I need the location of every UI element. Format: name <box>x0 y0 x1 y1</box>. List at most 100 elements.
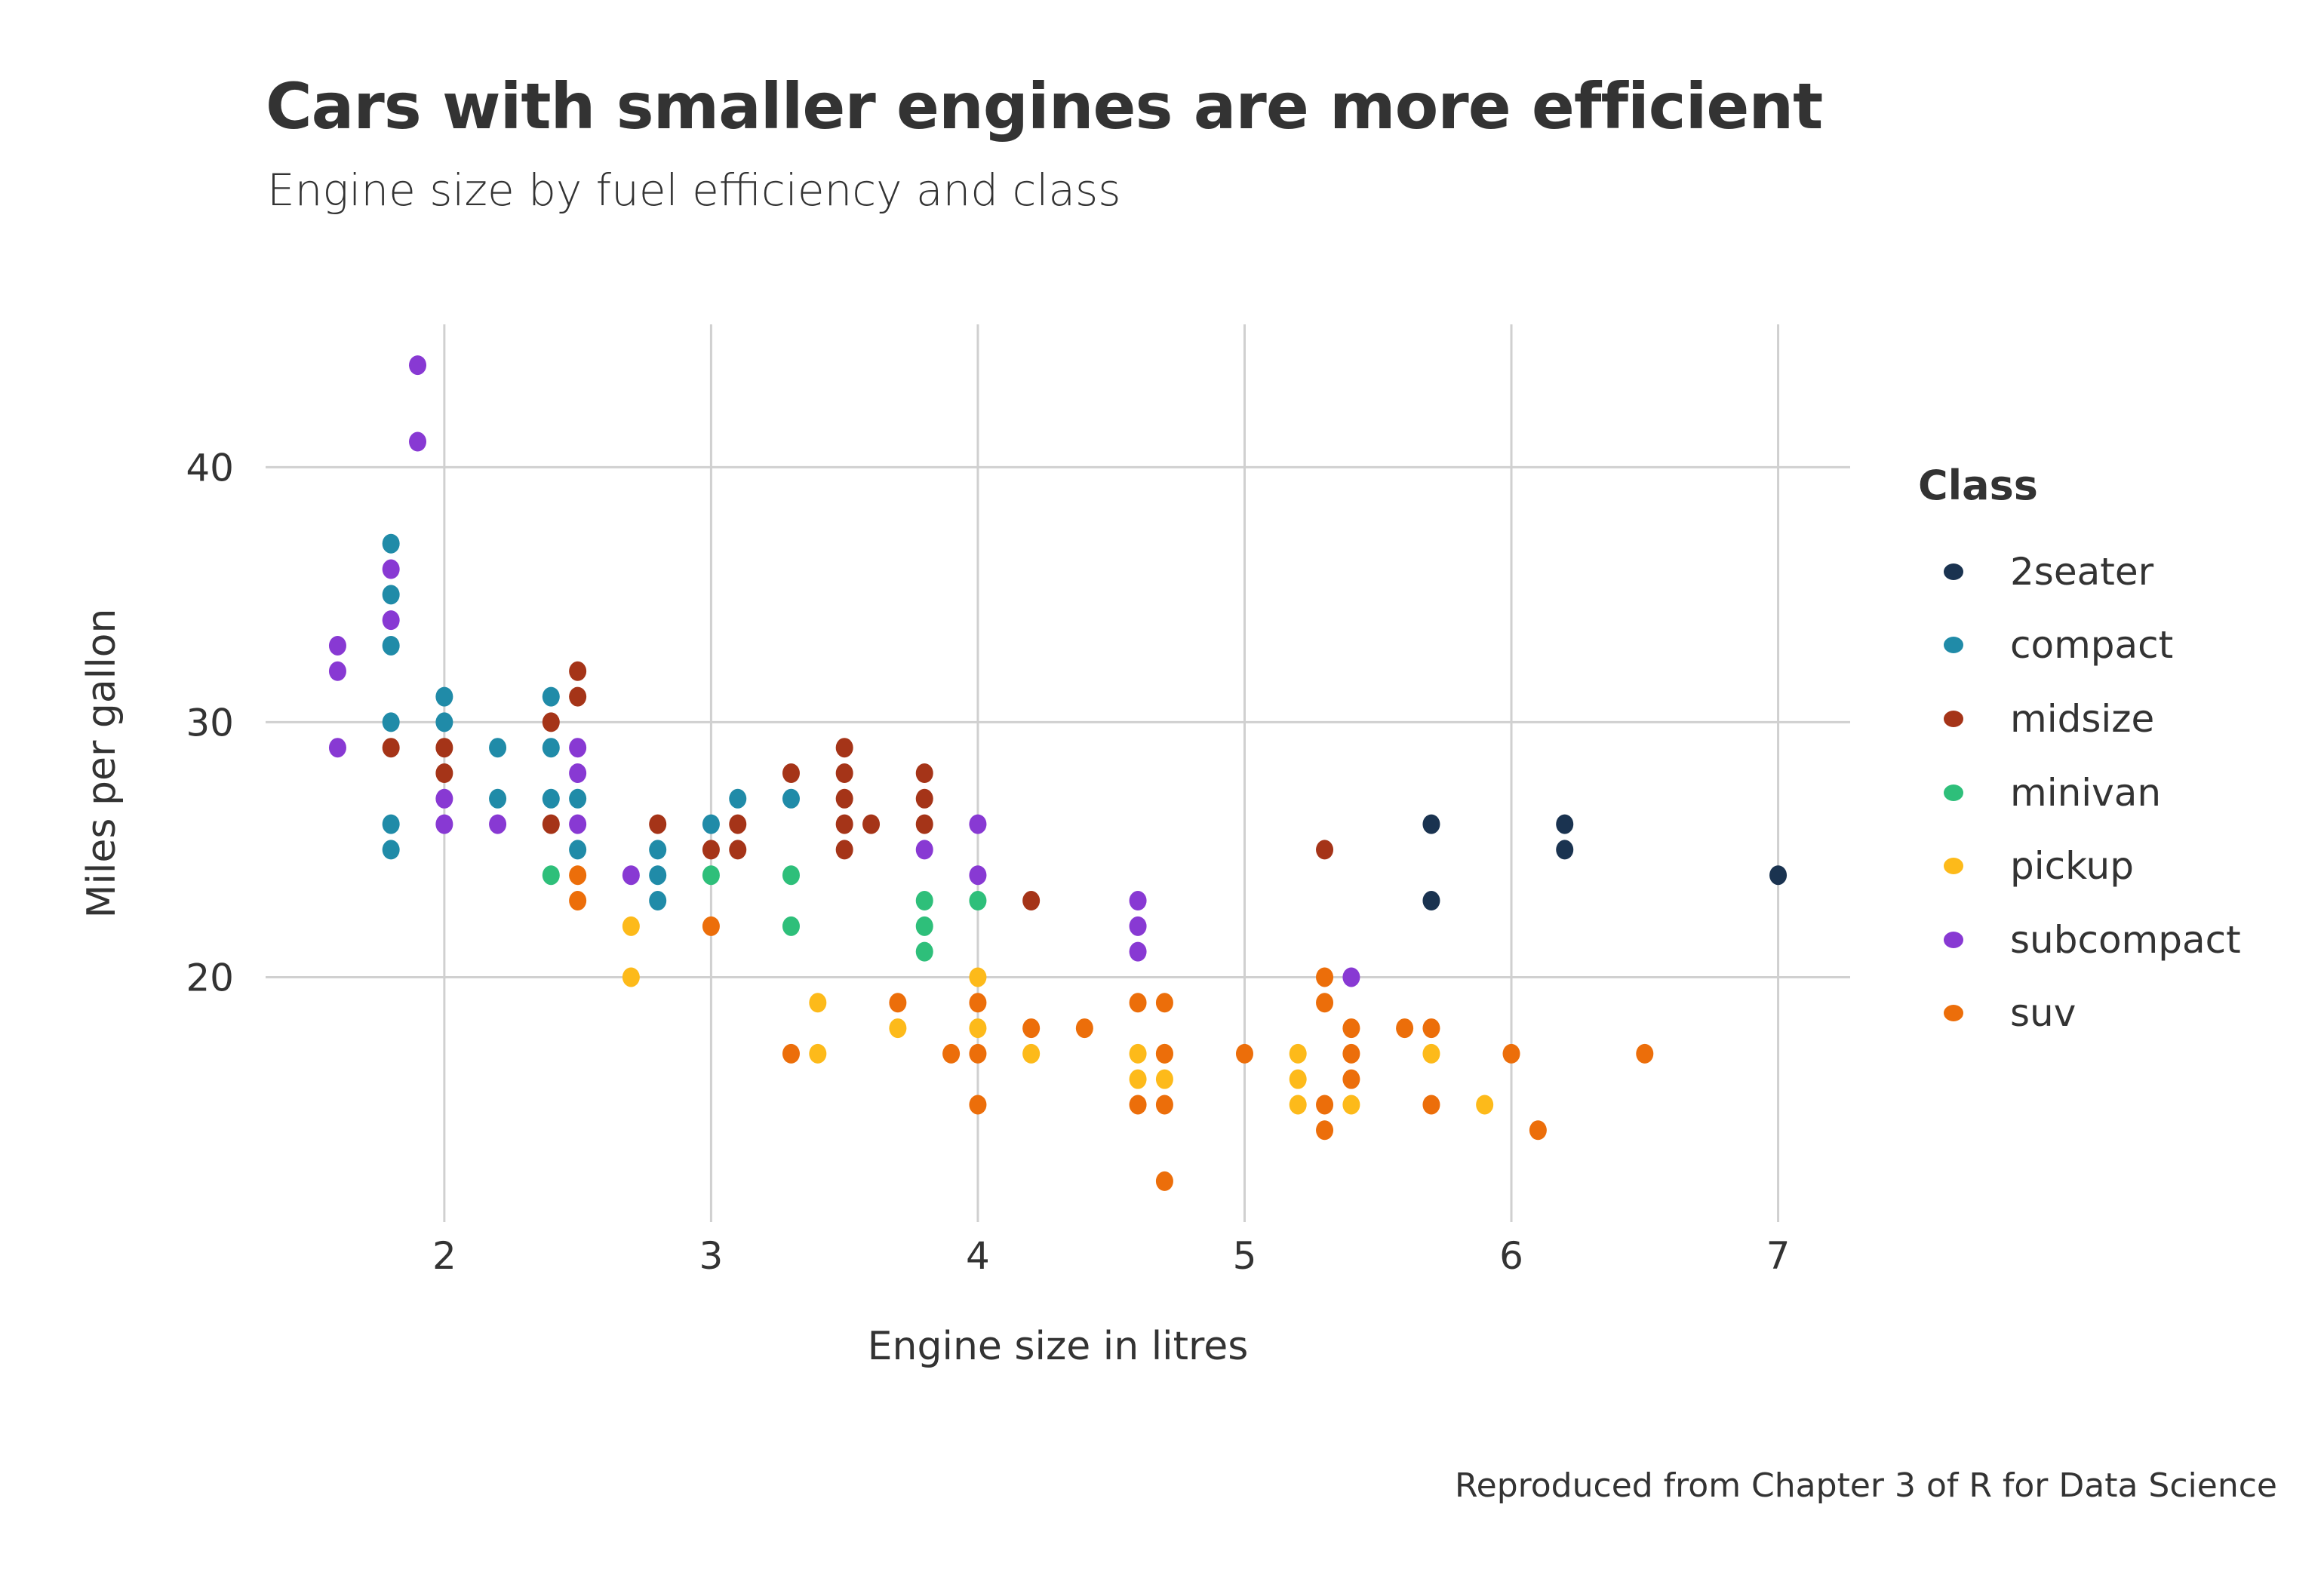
point-midsize <box>835 840 853 860</box>
point-pickup <box>1476 1095 1494 1115</box>
point-2seater <box>1556 814 1574 834</box>
point-subcompact <box>1342 967 1360 987</box>
point-minivan <box>915 891 933 911</box>
point-suv <box>702 916 720 936</box>
legend-dot-icon <box>1944 784 1963 801</box>
point-pickup <box>622 916 640 936</box>
point-suv <box>1502 1043 1520 1064</box>
point-minivan <box>969 891 987 911</box>
chart-title: Cars with smaller engines are more effic… <box>266 69 1823 143</box>
point-suv <box>1422 1018 1440 1039</box>
point-midsize <box>542 712 560 732</box>
point-subcompact <box>569 814 587 834</box>
point-pickup <box>1289 1043 1307 1064</box>
point-suv <box>1529 1120 1547 1141</box>
point-pickup <box>1342 1095 1360 1115</box>
point-pickup <box>809 993 827 1013</box>
legend-title: Class <box>1918 462 2038 509</box>
point-suv <box>1342 1043 1360 1064</box>
point-suv <box>782 1043 800 1064</box>
point-midsize <box>569 686 587 707</box>
point-compact <box>382 533 400 554</box>
legend-item-compact: compact <box>1918 609 2241 683</box>
point-midsize <box>915 763 933 783</box>
x-tick-label: 5 <box>1233 1234 1257 1278</box>
point-midsize <box>915 788 933 809</box>
series-pickup <box>622 916 1494 1115</box>
x-axis-title: Engine size in litres <box>868 1324 1249 1369</box>
series-compact <box>382 533 800 911</box>
point-midsize <box>435 738 453 758</box>
point-compact <box>435 686 453 707</box>
point-compact <box>649 891 667 911</box>
point-compact <box>702 814 720 834</box>
point-compact <box>382 635 400 656</box>
point-suv <box>1342 1018 1360 1039</box>
point-subcompact <box>382 610 400 631</box>
point-pickup <box>1022 1043 1041 1064</box>
series-minivan <box>542 865 987 962</box>
point-subcompact <box>569 763 587 783</box>
point-minivan <box>782 916 800 936</box>
point-suv <box>1129 993 1147 1013</box>
point-subcompact <box>382 559 400 579</box>
point-midsize <box>835 763 853 783</box>
point-minivan <box>782 865 800 886</box>
point-minivan <box>915 941 933 962</box>
point-compact <box>782 788 800 809</box>
legend-item-midsize: midsize <box>1918 682 2241 756</box>
legend-dot-icon <box>1944 858 1963 875</box>
y-tick-label: 40 <box>186 446 234 490</box>
point-pickup <box>809 1043 827 1064</box>
point-suv <box>1636 1043 1654 1064</box>
legend-label: subcompact <box>2010 917 2241 962</box>
point-suv <box>969 1095 987 1115</box>
point-minivan <box>542 865 560 886</box>
point-subcompact <box>622 865 640 886</box>
point-subcompact <box>328 738 346 758</box>
point-compact <box>649 840 667 860</box>
legend-dot-icon <box>1944 710 1963 727</box>
point-subcompact <box>969 814 987 834</box>
point-compact <box>489 738 507 758</box>
point-pickup <box>969 1018 987 1039</box>
point-midsize <box>835 738 853 758</box>
point-compact <box>649 865 667 886</box>
legend-label: compact <box>2010 623 2174 668</box>
point-compact <box>382 840 400 860</box>
point-midsize <box>649 814 667 834</box>
point-compact <box>382 585 400 605</box>
point-pickup <box>622 967 640 987</box>
x-tick-label: 4 <box>966 1234 990 1278</box>
point-compact <box>489 788 507 809</box>
y-axis-title: Miles per gallon <box>79 609 124 919</box>
x-axis-ticks: 2 3 4 5 6 7 <box>432 1234 1790 1278</box>
legend-dot-icon <box>1944 637 1963 654</box>
point-suv <box>1396 1018 1414 1039</box>
point-subcompact <box>435 788 453 809</box>
point-midsize <box>915 814 933 834</box>
y-axis-ticks: 20 30 40 <box>186 446 234 999</box>
point-pickup <box>969 967 987 987</box>
point-minivan <box>915 916 933 936</box>
legend-item-pickup: pickup <box>1918 829 2241 903</box>
point-pickup <box>1289 1069 1307 1089</box>
point-suv <box>889 993 907 1013</box>
point-compact <box>542 788 560 809</box>
series-suv <box>569 865 1654 1191</box>
point-suv <box>1316 993 1334 1013</box>
point-subcompact <box>409 431 427 452</box>
x-tick-label: 7 <box>1766 1234 1791 1278</box>
chart-subtitle: Engine size by fuel efficiency and class <box>267 164 1121 216</box>
point-subcompact <box>409 355 427 376</box>
point-midsize <box>862 814 881 834</box>
point-suv <box>1155 1043 1173 1064</box>
point-midsize <box>1022 891 1041 911</box>
series-2seater <box>1422 814 1788 911</box>
legend-label: minivan <box>2010 770 2162 815</box>
point-suv <box>1155 1095 1173 1115</box>
x-tick-label: 6 <box>1499 1234 1523 1278</box>
point-compact <box>569 788 587 809</box>
point-pickup <box>1129 1043 1147 1064</box>
